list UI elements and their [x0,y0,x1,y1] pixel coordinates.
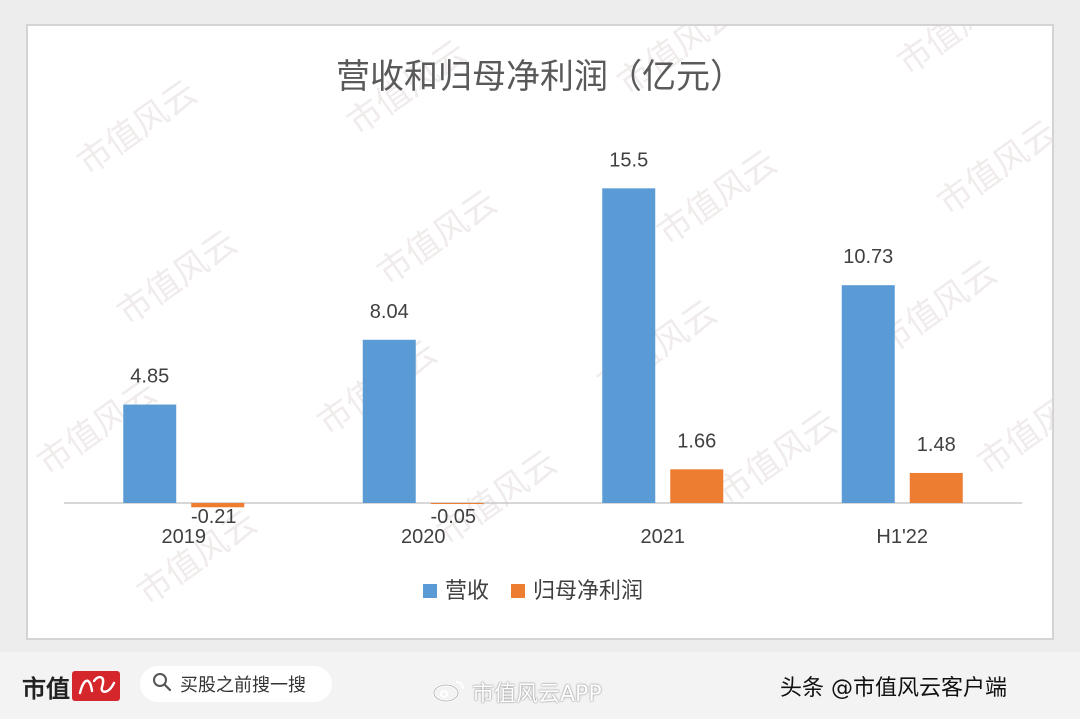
watermark-text: 市值风云 [890,26,1024,83]
x-tick-label: 2019 [162,526,207,548]
data-label: -0.05 [430,506,476,528]
data-label: -0.21 [191,506,237,528]
x-tick-label: 2020 [401,526,446,548]
bar-profit [670,469,724,503]
data-label: 8.04 [370,301,409,323]
data-label: 4.85 [130,366,169,388]
bar-profit [909,472,963,503]
bar-revenue [602,188,656,503]
watermark-text: 市值风云 [650,143,784,254]
toutiao-attribution: 头条 @市值风云客户端 [780,676,1007,701]
watermark-text: 市值风云 [110,223,244,334]
weibo-label: 市值风云APP [472,682,602,707]
search-icon [152,672,172,696]
data-label: 15.5 [609,149,648,171]
weibo-watermark: 市值风云APP [432,672,602,712]
legend-swatch-profit [511,584,525,598]
watermark-text: 市值风云 [970,373,1052,484]
chart-frame: 市值风云 市值风云 市值风云 市值风云 市值风云 市值风云 市值风云 市值风云 市值风云 市值风云… [26,24,1054,640]
data-label: 1.48 [917,434,956,456]
search-placeholder: 买股之前搜一搜 [180,675,306,696]
data-label: 1.66 [677,430,716,452]
x-tick-label: H1'22 [876,526,928,548]
chart-title: 营收和归母净利润（亿元） [336,57,744,97]
legend-label: 营收 [445,579,489,604]
bar-revenue [123,404,177,503]
data-label: 10.73 [843,246,893,268]
x-tick-label: 2021 [641,526,686,548]
search-input[interactable]: 买股之前搜一搜 [140,666,332,702]
watermark-text: 市值风云 [430,443,564,554]
weibo-icon [432,676,466,708]
bar-revenue [841,285,895,503]
bar-revenue [362,339,416,503]
legend-swatch-revenue [423,584,437,598]
watermark-text: 市值风云 [70,73,204,184]
legend-label: 归母净利润 [533,579,643,604]
watermark-text: 市值风云 [370,183,504,294]
brand-text: 市值 [22,673,70,703]
watermark-text: 市值风云 [710,403,844,514]
brand-logo: 市值 [22,666,120,706]
brand-mark [72,671,120,701]
watermark-text: 市值风云 [930,113,1052,224]
bar-profit [191,503,245,508]
chart-card: 市值风云 市值风云 市值风云 市值风云 市值风云 市值风云 市值风云 市值风云 市值风云 市值风云… [26,24,1054,640]
bar-profit [430,503,484,505]
